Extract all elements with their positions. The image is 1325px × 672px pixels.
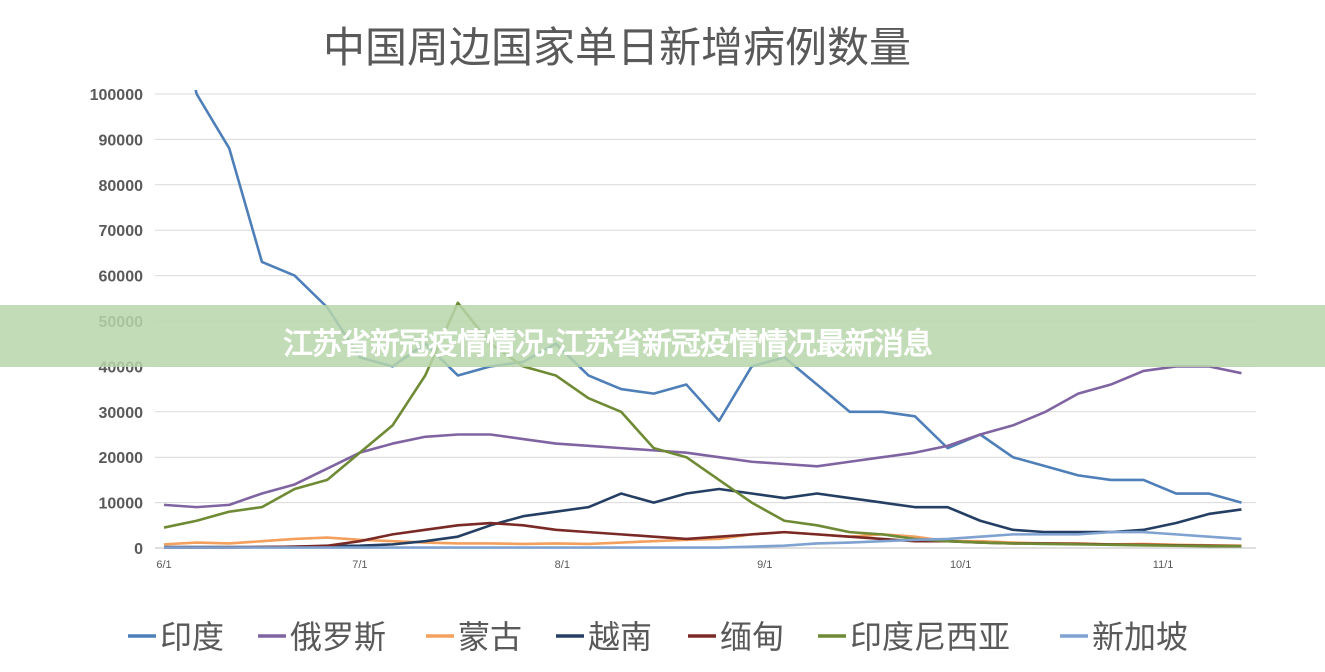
- overlay-banner: 江苏省新冠疫情情况:江苏省新冠疫情情况最新消息: [0, 305, 1325, 367]
- legend-label: 缅甸: [720, 618, 784, 656]
- series-line-新加坡: [164, 530, 1242, 549]
- gridlines: [155, 93, 1256, 549]
- legend-label: 印度尼西亚: [850, 618, 1010, 656]
- series-line-俄罗斯: [163, 365, 1242, 509]
- legend-item: 越南: [556, 618, 652, 656]
- x-tick-label: 9/1: [757, 559, 772, 571]
- legend-label: 新加坡: [1092, 618, 1188, 656]
- legend: 印度 俄罗斯 蒙古 越南 缅甸 印度尼西亚 新加坡: [128, 618, 1188, 656]
- legend-label: 印度: [160, 618, 224, 656]
- y-tick-label: 100000: [90, 87, 143, 104]
- legend-item: 缅甸: [688, 618, 784, 656]
- y-tick-label: 0: [134, 541, 143, 558]
- x-tick-label: 7/1: [352, 559, 367, 571]
- legend-item: 印度尼西亚: [818, 618, 1010, 656]
- y-tick-label: 60000: [99, 269, 144, 286]
- y-tick-label: 30000: [99, 405, 144, 422]
- legend-label: 越南: [588, 618, 652, 656]
- legend-item: 新加坡: [1060, 618, 1188, 656]
- series-lines: [163, 90, 1242, 549]
- y-tick-label: 70000: [99, 223, 144, 240]
- x-tick-label: 10/1: [950, 559, 971, 571]
- legend-label: 蒙古: [458, 618, 522, 656]
- series-line-印度尼西亚: [163, 301, 1242, 548]
- y-tick-label: 90000: [99, 132, 144, 149]
- legend-item: 俄罗斯: [258, 618, 386, 656]
- y-tick-label: 10000: [99, 496, 144, 513]
- legend-item: 印度: [128, 618, 224, 656]
- x-tick-label: 8/1: [555, 559, 570, 571]
- x-tick-label: 6/1: [156, 559, 171, 571]
- legend-label: 俄罗斯: [290, 618, 386, 656]
- series-line-越南: [164, 487, 1242, 549]
- series-line-印度: [194, 90, 1242, 504]
- chart-title: 中国周边国家单日新增病例数量: [323, 23, 911, 72]
- banner-text: 江苏省新冠疫情情况:江苏省新冠疫情情况最新消息: [283, 327, 933, 362]
- y-tick-label: 80000: [99, 178, 144, 195]
- x-axis-ticks: 6/1 7/1 8/1 9/1 10/1 11/1: [156, 559, 1173, 571]
- x-tick-label: 11/1: [1153, 559, 1174, 571]
- legend-item: 蒙古: [426, 618, 522, 656]
- y-tick-label: 20000: [99, 450, 144, 467]
